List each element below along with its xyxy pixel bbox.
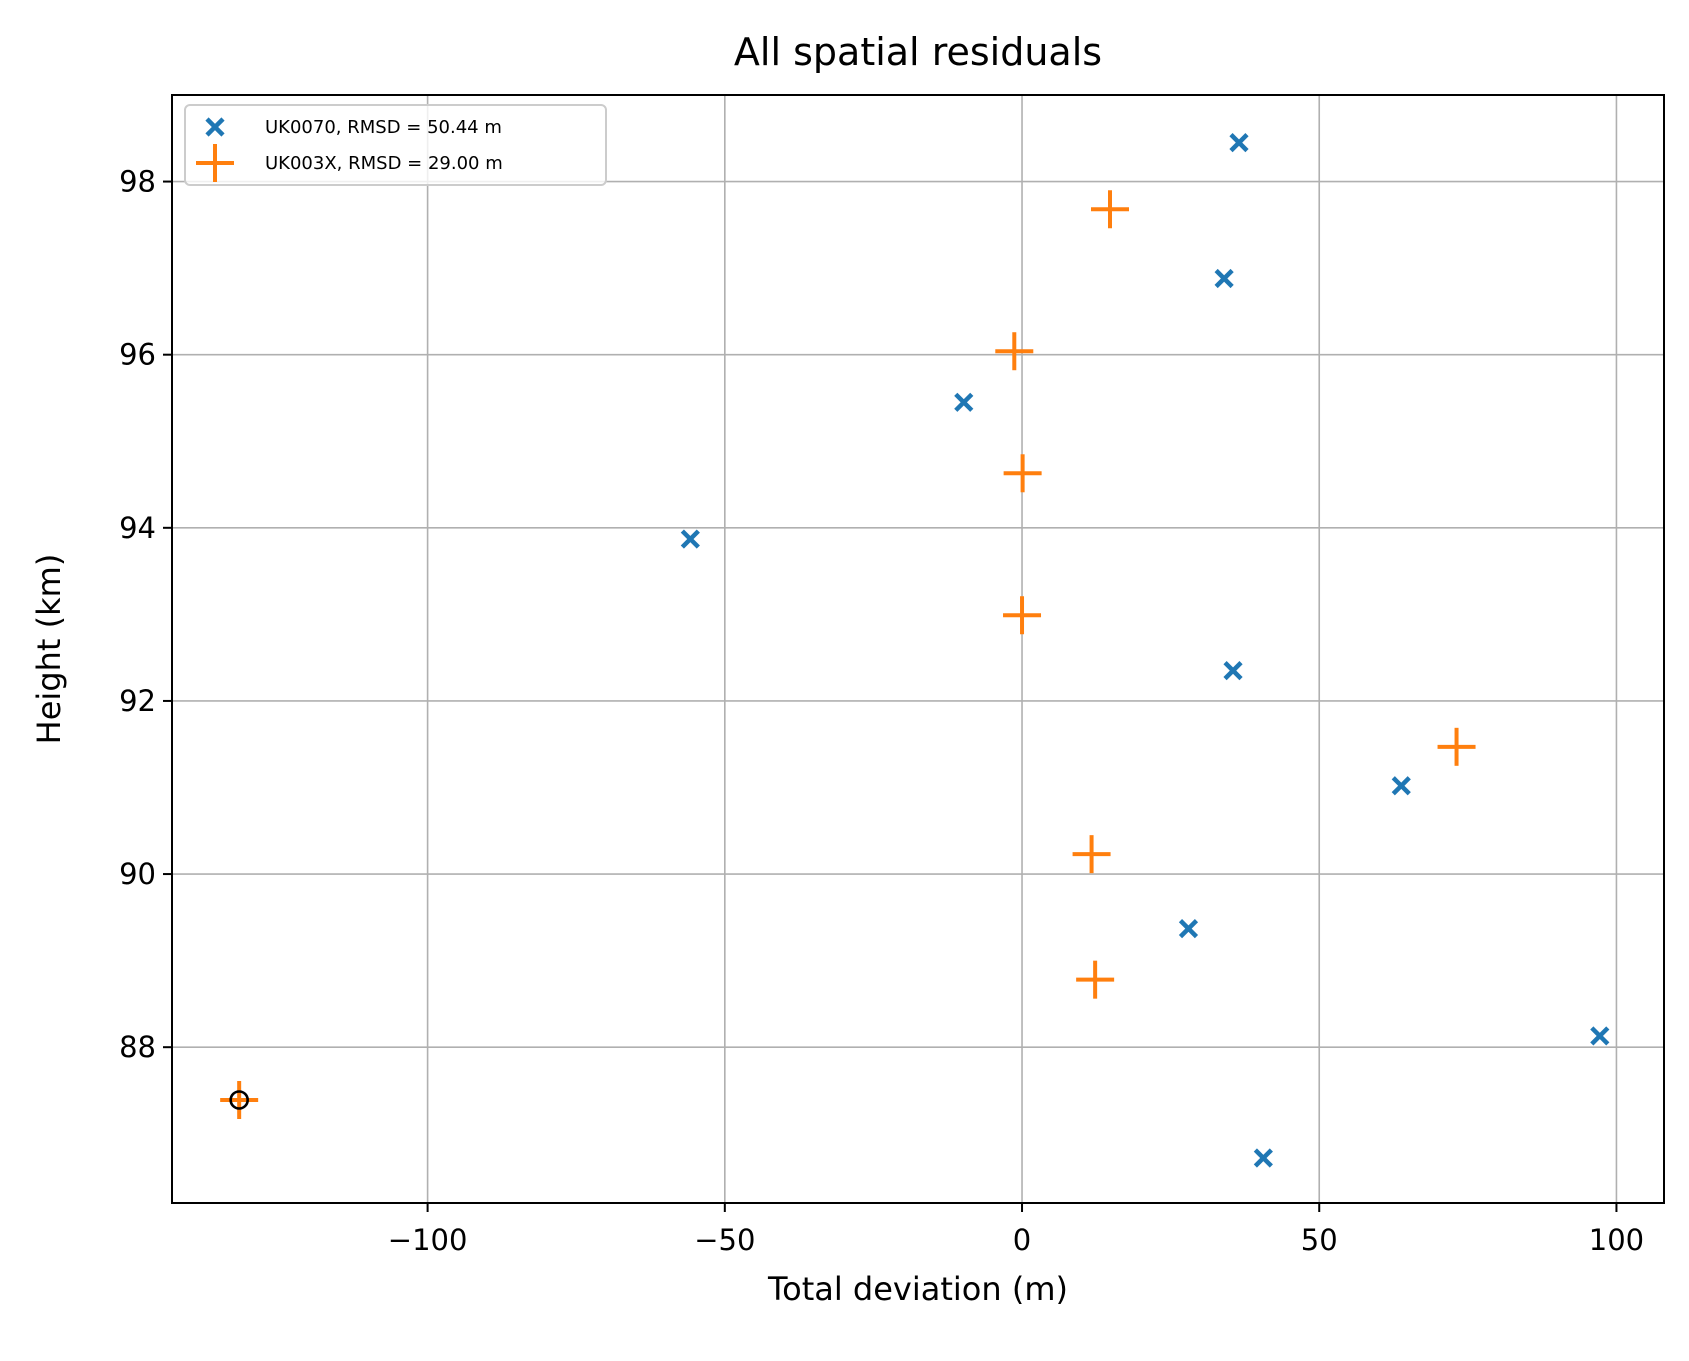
data-point-plus <box>220 1080 259 1119</box>
series-1 <box>680 133 1610 1168</box>
x-marker-stroke <box>1253 1148 1273 1168</box>
x-marker-stroke <box>1229 133 1249 153</box>
x-tick-label: 50 <box>1301 1223 1338 1257</box>
x-marker-stroke <box>1214 268 1234 289</box>
x-marker-stroke <box>1391 776 1411 796</box>
data-point-x <box>1178 919 1199 939</box>
x-tick-label: −50 <box>694 1223 755 1257</box>
x-tick-label: −100 <box>388 1223 468 1257</box>
x-tick-label: 0 <box>1013 1223 1031 1257</box>
plot-frame <box>171 94 1665 1204</box>
data-point-plus <box>1003 454 1042 493</box>
legend-marker-x <box>205 117 225 137</box>
x-marker-stroke <box>205 117 225 137</box>
data-point-x <box>1391 776 1411 796</box>
y-tick-label: 96 <box>119 338 156 372</box>
axis-ticks: −100 −50 0 50 100 88 90 92 94 96 98 <box>119 165 1644 1257</box>
y-tick-label: 88 <box>119 1030 156 1064</box>
data-point-plus <box>1072 835 1111 874</box>
data-point-x <box>1223 661 1243 681</box>
y-tick-label: 92 <box>119 684 156 718</box>
highlight-circle <box>229 1090 249 1110</box>
data-point-x <box>954 392 974 412</box>
data-point-plus <box>1003 596 1042 635</box>
plot-points <box>220 133 1610 1168</box>
data-point-plus <box>1090 190 1129 229</box>
chart-title: All spatial residuals <box>734 30 1102 74</box>
data-point-x <box>1590 1026 1610 1046</box>
data-point-x <box>1253 1148 1273 1168</box>
x-tick-label: 100 <box>1589 1223 1644 1257</box>
x-marker-stroke <box>680 529 700 549</box>
data-point-x <box>1229 133 1249 153</box>
series-2 <box>220 190 1476 1119</box>
legend-label: UK003X, RMSD = 29.00 m <box>265 153 503 174</box>
legend-label: UK0070, RMSD = 50.44 m <box>265 117 502 138</box>
y-tick-label: 98 <box>119 165 156 199</box>
y-tick-label: 90 <box>119 857 156 891</box>
x-marker-stroke <box>1223 661 1243 681</box>
data-point-x <box>1214 268 1234 289</box>
legend: UK0070, RMSD = 50.44 m UK003X, RMSD = 29.… <box>184 104 607 186</box>
x-axis-label: Total deviation (m) <box>767 1270 1068 1308</box>
legend-marker-plus <box>196 144 234 182</box>
y-tick-label: 94 <box>119 511 156 545</box>
data-point-plus <box>1437 727 1476 766</box>
x-marker-stroke <box>1590 1026 1610 1046</box>
data-point-plus <box>1076 960 1115 999</box>
data-point-x <box>680 529 700 549</box>
legend-box <box>184 104 607 186</box>
x-marker-stroke <box>954 392 974 412</box>
data-point-plus <box>995 332 1034 371</box>
x-marker-stroke <box>1178 919 1199 939</box>
y-axis-label: Height (km) <box>30 554 68 745</box>
